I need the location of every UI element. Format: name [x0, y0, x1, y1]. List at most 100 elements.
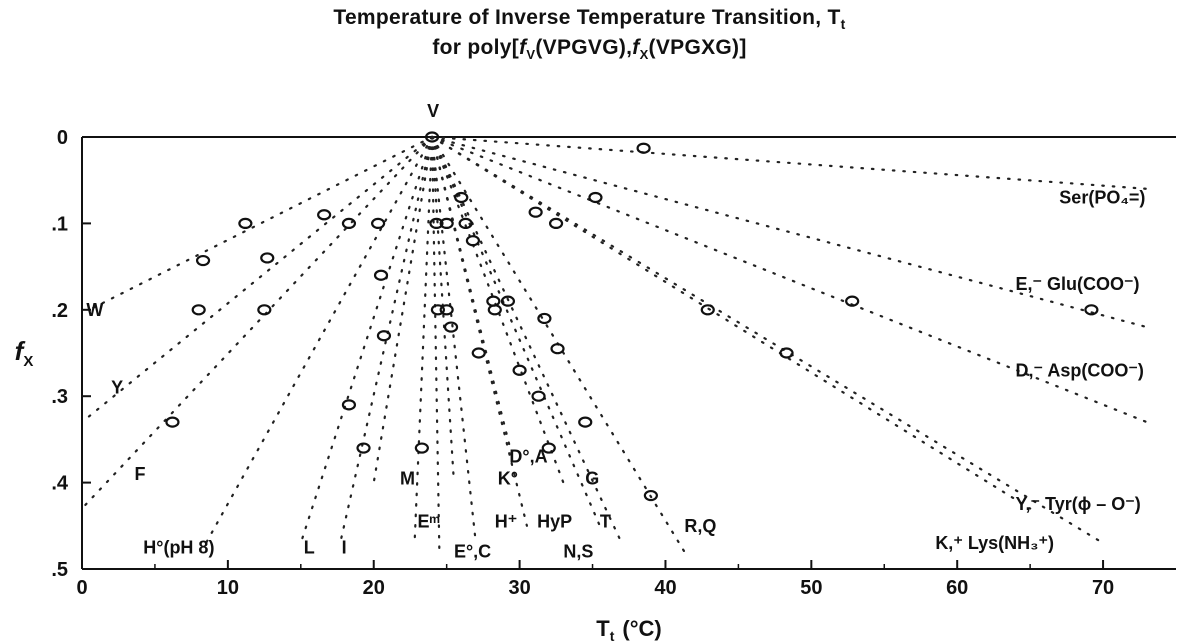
x-tick-label: 40 — [654, 577, 676, 599]
x-tick-label: 60 — [946, 577, 968, 599]
data-point — [588, 191, 603, 204]
data-point — [636, 142, 651, 154]
data-point — [373, 269, 389, 281]
x-tick-label: 10 — [217, 577, 239, 599]
series-labels: W Y F H°(pH 8) L I M Eᵐ E°,C K° H⁺ D°,A HyP G T N,S R,Q S… — [86, 187, 1145, 561]
data-point — [376, 330, 392, 342]
trend-line — [80, 135, 434, 510]
data-point — [195, 254, 211, 267]
top-label-v: V — [427, 101, 439, 121]
trend-line — [430, 135, 441, 553]
data-point — [643, 489, 658, 502]
data-point — [1084, 304, 1099, 316]
data-point — [471, 347, 486, 359]
series-label: W — [86, 300, 103, 320]
trend-line — [372, 135, 434, 484]
data-point — [356, 442, 371, 454]
trend-line — [430, 135, 1105, 545]
data-points — [165, 131, 1099, 502]
data-point — [465, 235, 481, 247]
data-point — [429, 217, 444, 229]
series-label: K,⁺ Lys(NH₃⁺) — [935, 533, 1054, 553]
data-point — [260, 252, 275, 264]
data-point — [371, 217, 386, 229]
trend-line — [430, 135, 1148, 424]
x-tick-label: 50 — [800, 577, 822, 599]
data-point — [191, 304, 206, 316]
x-tick-label: 30 — [508, 577, 530, 599]
series-label: T — [600, 511, 611, 531]
series-label: Y — [111, 378, 123, 398]
data-point — [430, 304, 446, 316]
series-label: D,⁻ Asp(COO⁻) — [1016, 360, 1144, 380]
y-tick-label: .5 — [51, 559, 68, 581]
series-label: R,Q — [684, 516, 716, 536]
data-point — [414, 442, 429, 454]
data-point — [578, 416, 593, 428]
trend-line — [430, 135, 528, 527]
series-label: E,⁻ Glu(COO⁻) — [1016, 274, 1140, 294]
data-point — [779, 347, 794, 359]
data-point — [165, 416, 180, 428]
x-tick-label: 20 — [363, 577, 385, 599]
y-tick-label: .1 — [51, 213, 68, 235]
series-label: HyP — [537, 511, 572, 531]
series-label: H°(pH 8) — [143, 537, 214, 557]
series-label: E°,C — [454, 542, 491, 562]
trend-line — [430, 135, 1032, 510]
x-axis-title: Tt (°C) — [596, 616, 661, 643]
series-label: L — [304, 537, 315, 557]
series-label: F — [135, 464, 146, 484]
series-label: I — [342, 537, 347, 557]
data-point — [531, 390, 546, 402]
chart-subtitle: for poly[fV(VPGVG),fX(VPGXG)] — [432, 36, 747, 63]
x-tick-label: 70 — [1092, 577, 1114, 599]
trend-lines — [80, 135, 1148, 553]
data-point — [500, 295, 516, 307]
data-point — [341, 399, 357, 411]
y-tick-label: 0 — [57, 127, 68, 149]
data-point-origin — [424, 131, 440, 143]
y-axis-title: fX — [15, 336, 34, 370]
data-point — [458, 217, 473, 229]
data-point — [528, 206, 543, 218]
data-point — [439, 217, 454, 229]
data-point — [548, 217, 564, 229]
trend-line — [430, 135, 514, 458]
data-point — [550, 343, 565, 355]
trend-line — [413, 135, 434, 545]
data-point — [341, 217, 357, 229]
trend-line — [430, 135, 623, 545]
data-point — [317, 209, 332, 221]
data-point — [454, 191, 469, 204]
series-label: K° — [498, 468, 518, 488]
series-label: H⁺ — [495, 511, 518, 531]
series-label: Ser(PO₄=) — [1059, 187, 1145, 207]
chart-title: Temperature of Inverse Temperature Trans… — [333, 6, 846, 33]
series-label: Y,⁻ Tyr(ϕ – O⁻) — [1016, 494, 1141, 514]
axes: 0 10 20 30 40 50 60 70 0 .1 .2 .3 .4 .5 — [51, 127, 1176, 599]
series-label: D°,A — [509, 447, 547, 467]
trend-line — [430, 135, 477, 545]
data-point — [443, 321, 459, 333]
trend-line — [430, 135, 1148, 329]
data-point — [439, 304, 454, 316]
series-label: G — [585, 468, 599, 488]
series-label: N,S — [563, 542, 593, 562]
trend-line — [430, 135, 1148, 190]
data-point — [541, 442, 556, 454]
trend-line — [339, 135, 434, 545]
data-point — [257, 304, 272, 316]
y-tick-label: .4 — [51, 473, 69, 495]
series-label: M — [400, 468, 415, 488]
data-point — [537, 312, 552, 325]
trend-line — [204, 135, 434, 545]
y-tick-label: .3 — [51, 386, 68, 408]
data-point — [700, 304, 715, 316]
trend-line — [88, 135, 434, 311]
y-tick-label: .2 — [51, 300, 68, 322]
trend-line — [80, 135, 434, 424]
data-point — [238, 217, 253, 229]
trend-line — [430, 135, 601, 527]
